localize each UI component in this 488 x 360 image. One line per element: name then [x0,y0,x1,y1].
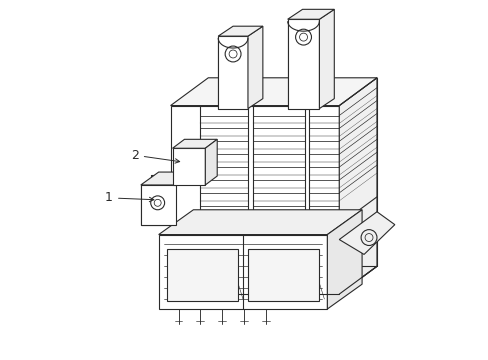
Polygon shape [172,139,217,148]
Polygon shape [170,105,339,294]
Polygon shape [205,139,217,185]
Polygon shape [166,249,238,301]
Polygon shape [339,212,394,255]
Text: 1: 1 [105,192,154,204]
Text: 2: 2 [131,149,179,163]
Polygon shape [218,26,263,36]
Polygon shape [218,36,247,109]
Polygon shape [247,249,319,301]
Polygon shape [158,235,326,309]
Polygon shape [141,172,193,185]
Polygon shape [326,210,361,309]
Polygon shape [319,9,334,109]
Polygon shape [172,148,205,185]
Polygon shape [339,78,376,294]
Polygon shape [170,78,376,105]
Polygon shape [158,210,361,235]
Polygon shape [287,9,334,19]
Polygon shape [247,26,263,109]
Polygon shape [141,185,175,225]
Polygon shape [287,19,319,109]
